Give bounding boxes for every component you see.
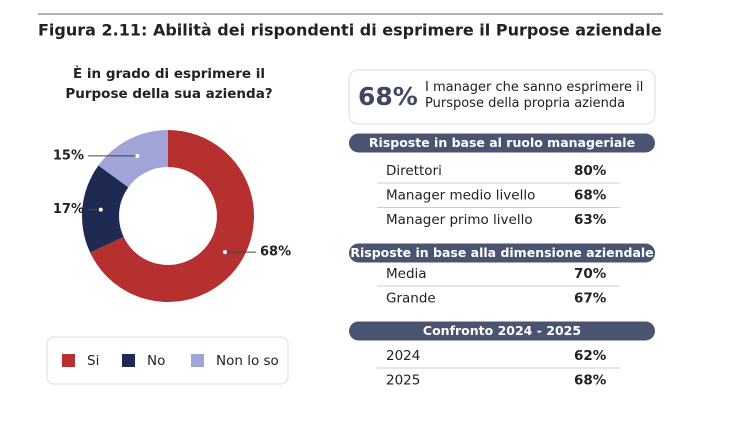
legend-swatch <box>122 354 135 367</box>
row-label: Manager primo livello <box>386 212 533 228</box>
data-label: 17% <box>53 202 84 217</box>
row-label: Grande <box>386 291 436 307</box>
chart-title: Figura 2.11: Abilità dei rispondenti di … <box>38 21 662 40</box>
row-value: 68% <box>574 373 607 389</box>
row-value: 68% <box>574 188 607 204</box>
section-header <box>349 133 655 153</box>
row-value: 63% <box>574 212 607 228</box>
legend-label: Si <box>87 353 99 369</box>
chart-subtitle: È in grado di esprimere il Purpose della… <box>65 66 273 102</box>
row-label: 2024 <box>386 348 420 364</box>
row-label: Direttori <box>386 163 442 179</box>
row-label: Manager medio livello <box>386 188 535 204</box>
row-value: 67% <box>574 291 607 307</box>
row-value: 62% <box>574 348 607 364</box>
row-label: Media <box>386 266 427 282</box>
section-title: Confronto 2024 - 2025 <box>423 323 581 338</box>
row-value: 80% <box>574 163 607 179</box>
donut-slice <box>82 165 129 253</box>
leader-dot <box>222 250 227 255</box>
legend-box <box>46 336 289 385</box>
highlight-value: 68% <box>358 82 418 111</box>
donut-slice <box>90 130 254 302</box>
leader-dot <box>98 207 103 212</box>
legend-label: Non lo so <box>216 353 279 369</box>
section-header <box>349 321 655 341</box>
section-title: Risposte in base al ruolo manageriale <box>369 135 635 150</box>
data-label: 68% <box>260 245 291 260</box>
row-label: 2025 <box>386 373 420 389</box>
legend-swatch <box>62 354 75 367</box>
row-value: 70% <box>574 266 607 282</box>
donut-slice <box>98 130 168 188</box>
data-label: 15% <box>53 148 84 163</box>
section-title: Risposte in base alla dimensione azienda… <box>350 245 653 260</box>
section-header <box>349 243 655 263</box>
highlight-text: I manager che sanno esprimere il Purspos… <box>425 80 644 111</box>
leader-dot <box>135 153 140 158</box>
legend-swatch <box>191 354 204 367</box>
legend-label: No <box>147 353 165 369</box>
highlight-box <box>348 69 656 125</box>
